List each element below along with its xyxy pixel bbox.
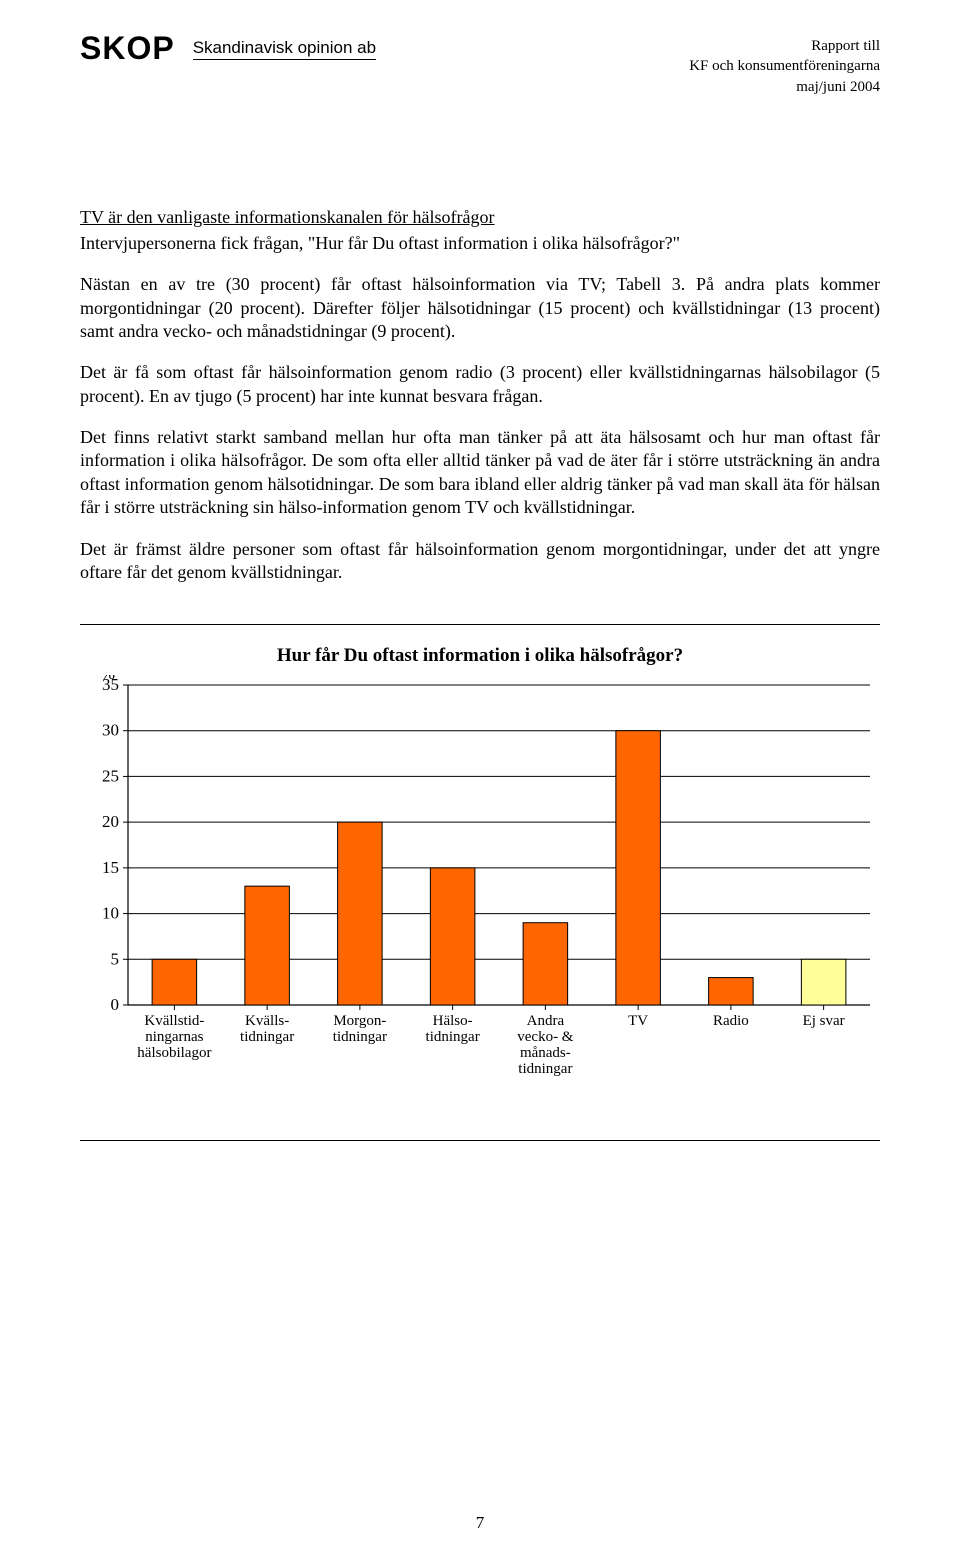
svg-text:Ej svar: Ej svar — [803, 1013, 845, 1029]
paragraph-2: Nästan en av tre (30 procent) får oftast… — [80, 273, 880, 343]
header-left: SKOP Skandinavisk opinion ab — [80, 30, 376, 67]
report-line-3: maj/juni 2004 — [689, 77, 880, 97]
svg-text:%: % — [101, 675, 115, 683]
section-title: TV är den vanligaste informationskanalen… — [80, 207, 880, 228]
svg-text:vecko- &: vecko- & — [517, 1029, 574, 1045]
svg-text:5: 5 — [111, 950, 120, 969]
svg-text:Kvälls-: Kvälls- — [245, 1013, 289, 1029]
paragraph-1: Intervjupersonerna fick frågan, "Hur får… — [80, 232, 880, 255]
chart-holder: 05101520253035%Kvällstid-ningarnashälsob… — [80, 675, 880, 1100]
header-right: Rapport till KF och konsumentföreningarn… — [689, 36, 880, 97]
logo-text: SKOP — [80, 30, 175, 67]
svg-text:Radio: Radio — [713, 1013, 749, 1029]
svg-text:30: 30 — [102, 721, 119, 740]
paragraph-5: Det är främst äldre personer som oftast … — [80, 538, 880, 585]
paragraph-4: Det finns relativt starkt samband mellan… — [80, 426, 880, 520]
svg-text:Kvällstid-: Kvällstid- — [144, 1013, 204, 1029]
company-name: Skandinavisk opinion ab — [193, 38, 376, 60]
svg-text:månads-: månads- — [520, 1045, 571, 1061]
horizontal-rule-bottom — [80, 1140, 880, 1141]
svg-text:tidningar: tidningar — [518, 1061, 572, 1077]
svg-text:Hälso-: Hälso- — [433, 1013, 473, 1029]
svg-text:Morgon-: Morgon- — [333, 1013, 386, 1029]
horizontal-rule-top — [80, 624, 880, 625]
svg-text:0: 0 — [111, 995, 120, 1014]
svg-text:tidningar: tidningar — [240, 1029, 294, 1045]
svg-text:15: 15 — [102, 858, 119, 877]
chart-title: Hur får Du oftast information i olika hä… — [80, 645, 880, 667]
svg-text:tidningar: tidningar — [426, 1029, 480, 1045]
page-number: 7 — [0, 1513, 960, 1533]
svg-text:tidningar: tidningar — [333, 1029, 387, 1045]
svg-text:20: 20 — [102, 813, 119, 832]
svg-text:10: 10 — [102, 904, 119, 923]
svg-text:TV: TV — [628, 1013, 648, 1029]
bar-chart: 05101520253035%Kvällstid-ningarnashälsob… — [80, 675, 880, 1095]
header-row: SKOP Skandinavisk opinion ab Rapport til… — [80, 30, 880, 97]
report-line-2: KF och konsumentföreningarna — [689, 56, 880, 76]
page: SKOP Skandinavisk opinion ab Rapport til… — [0, 0, 960, 1557]
svg-text:Andra: Andra — [527, 1013, 565, 1029]
svg-text:hälsobilagor: hälsobilagor — [137, 1045, 211, 1061]
chart-section: Hur får Du oftast information i olika hä… — [80, 645, 880, 1100]
svg-text:25: 25 — [102, 767, 119, 786]
report-line-1: Rapport till — [689, 36, 880, 56]
paragraph-3: Det är få som oftast får hälsoinformatio… — [80, 361, 880, 408]
svg-text:ningarnas: ningarnas — [145, 1029, 203, 1045]
